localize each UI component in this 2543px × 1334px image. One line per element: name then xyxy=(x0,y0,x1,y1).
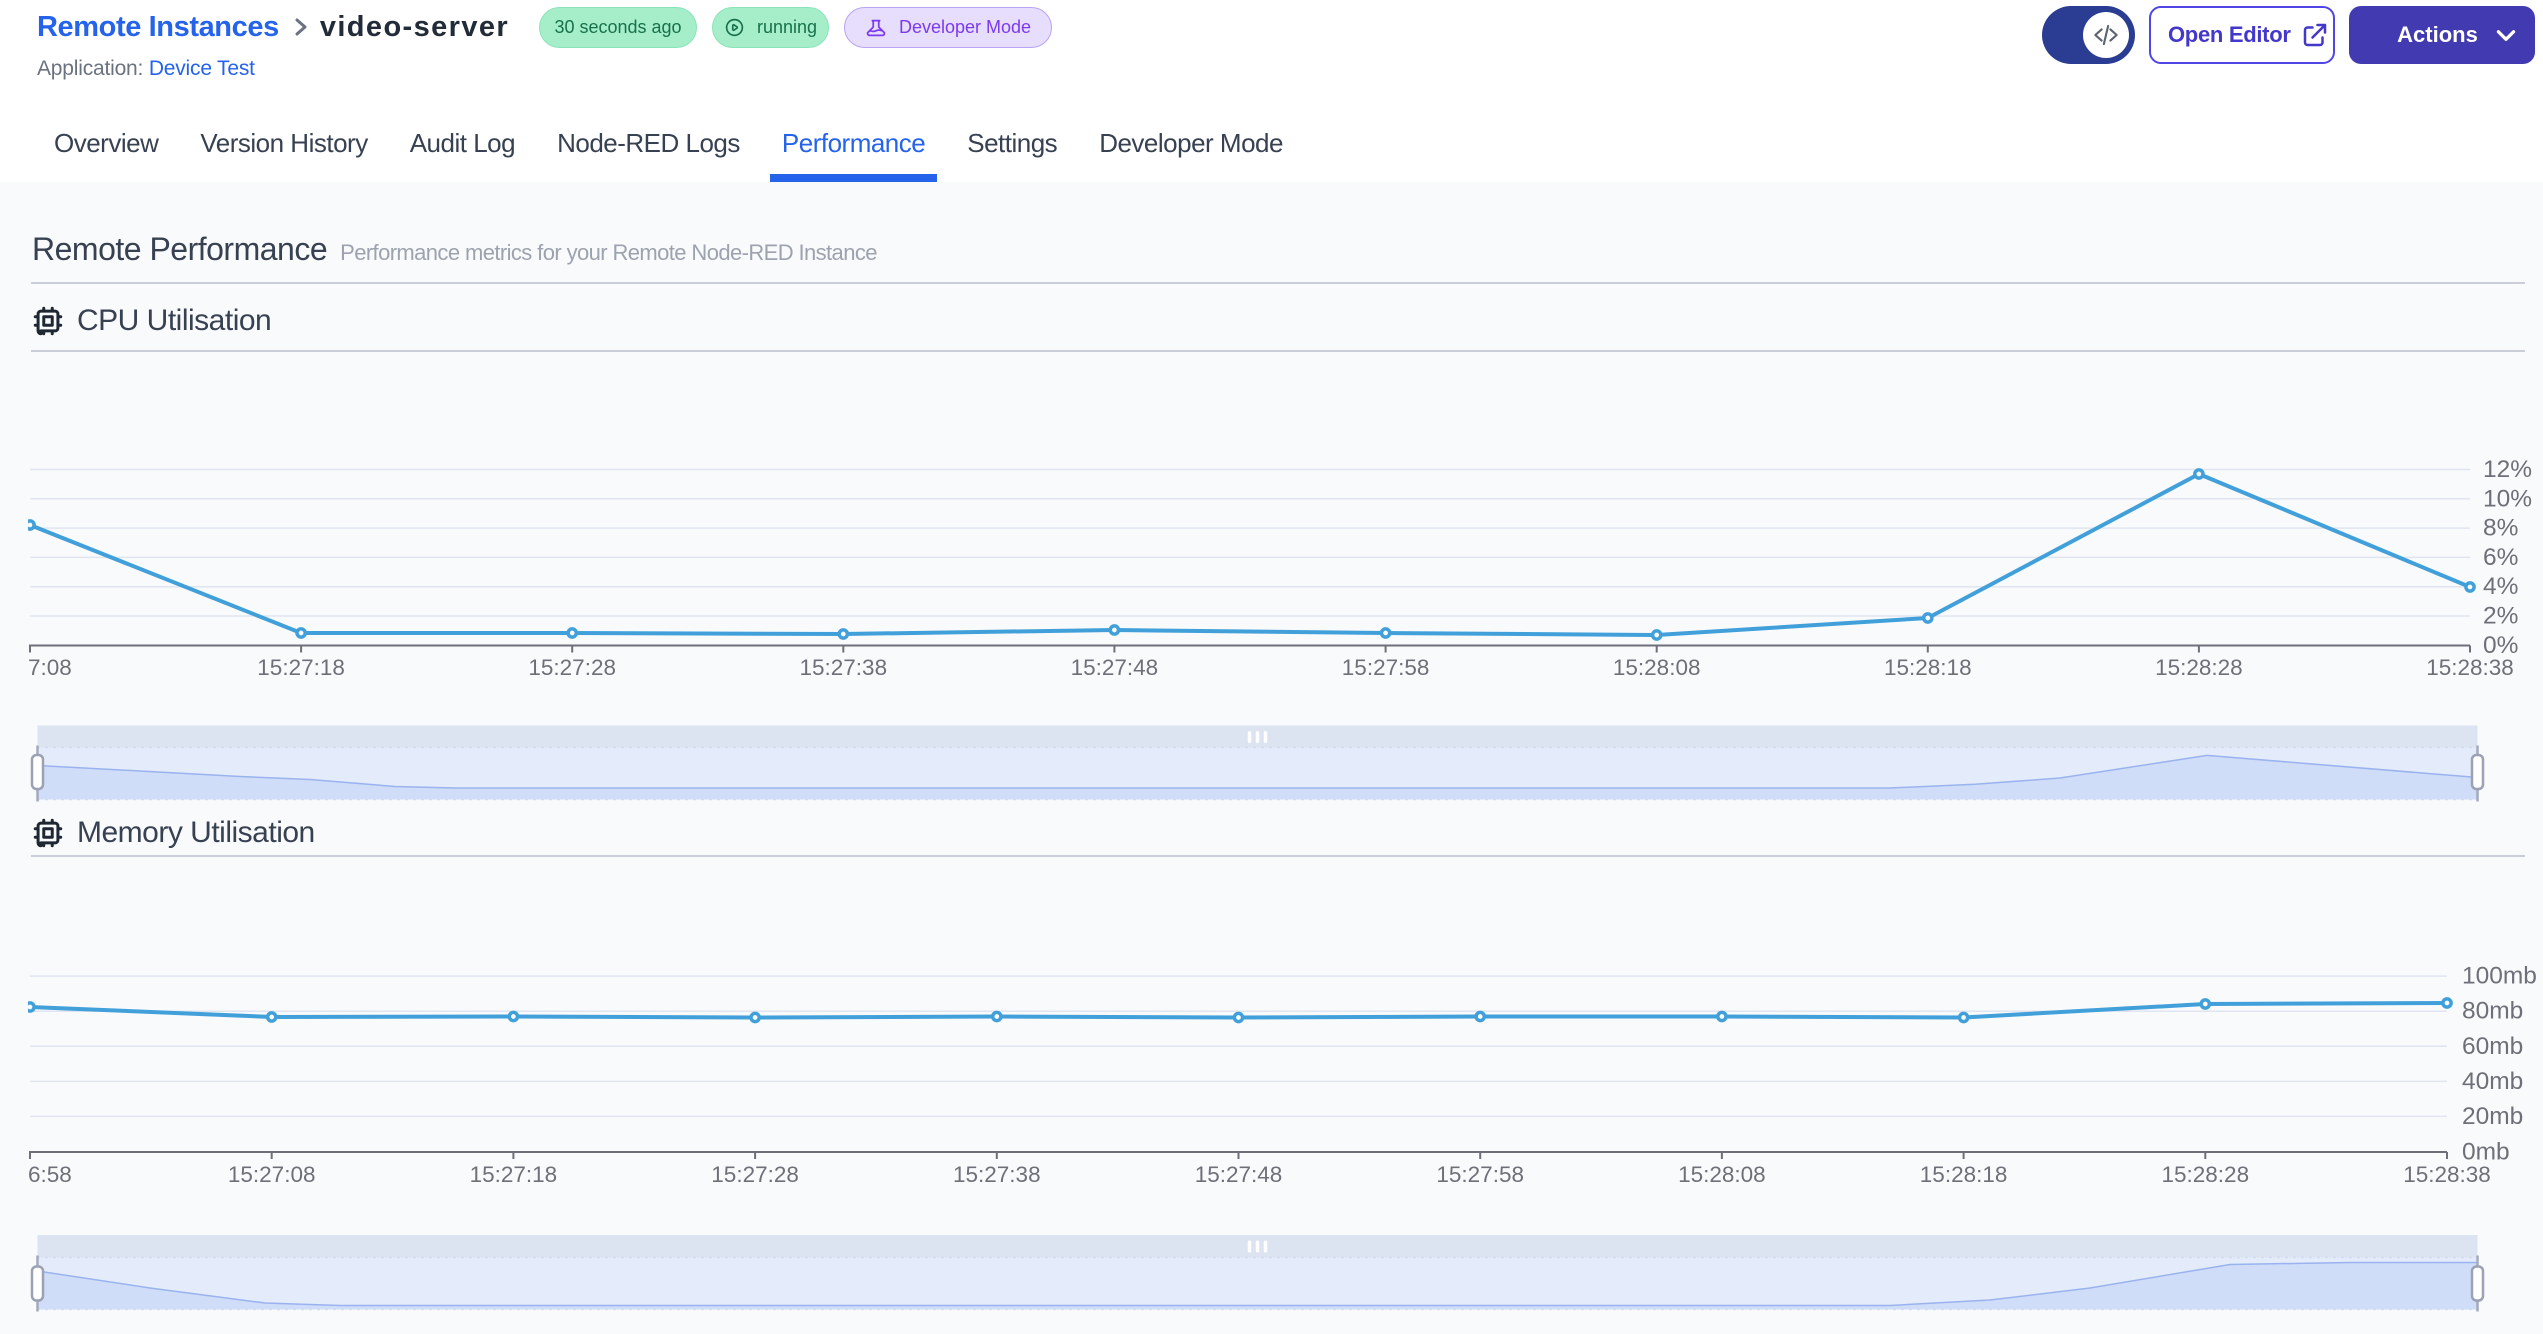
svg-text:15:27:38: 15:27:38 xyxy=(800,655,888,680)
svg-text:15:28:08: 15:28:08 xyxy=(1613,655,1701,680)
svg-text:8%: 8% xyxy=(2483,515,2518,542)
svg-text:15:28:18: 15:28:18 xyxy=(1884,655,1972,680)
svg-text:15:27:28: 15:27:28 xyxy=(528,655,616,680)
svg-text:80mb: 80mb xyxy=(2462,998,2523,1025)
svg-text:6%: 6% xyxy=(2483,544,2518,571)
svg-text:15:28:38: 15:28:38 xyxy=(2426,655,2514,680)
svg-text:0%: 0% xyxy=(2483,632,2518,659)
svg-text:20mb: 20mb xyxy=(2462,1103,2523,1130)
svg-text:100mb: 100mb xyxy=(2462,963,2537,990)
svg-text:15:27:58: 15:27:58 xyxy=(1436,1162,1524,1187)
svg-text:4%: 4% xyxy=(2483,573,2518,600)
svg-text:15:27:28: 15:27:28 xyxy=(711,1162,799,1187)
svg-text:15:27:58: 15:27:58 xyxy=(1342,655,1430,680)
svg-text:60mb: 60mb xyxy=(2462,1033,2523,1060)
svg-text:40mb: 40mb xyxy=(2462,1068,2523,1095)
svg-text:10%: 10% xyxy=(2483,485,2532,512)
svg-text:12%: 12% xyxy=(2483,456,2532,483)
svg-text:15:27:18: 15:27:18 xyxy=(257,655,345,680)
svg-text:15:28:18: 15:28:18 xyxy=(1920,1162,2008,1187)
svg-text:6:58: 6:58 xyxy=(28,1162,72,1187)
svg-text:0mb: 0mb xyxy=(2462,1139,2510,1166)
svg-text:15:28:08: 15:28:08 xyxy=(1678,1162,1766,1187)
svg-text:15:27:48: 15:27:48 xyxy=(1195,1162,1283,1187)
svg-text:15:28:28: 15:28:28 xyxy=(2162,1162,2250,1187)
svg-text:7:08: 7:08 xyxy=(28,655,72,680)
svg-text:15:28:28: 15:28:28 xyxy=(2155,655,2243,680)
svg-text:15:27:38: 15:27:38 xyxy=(953,1162,1041,1187)
svg-text:15:27:48: 15:27:48 xyxy=(1071,655,1159,680)
svg-text:15:28:38: 15:28:38 xyxy=(2403,1162,2491,1187)
svg-text:15:27:18: 15:27:18 xyxy=(470,1162,558,1187)
svg-text:2%: 2% xyxy=(2483,603,2518,630)
svg-text:15:27:08: 15:27:08 xyxy=(228,1162,316,1187)
